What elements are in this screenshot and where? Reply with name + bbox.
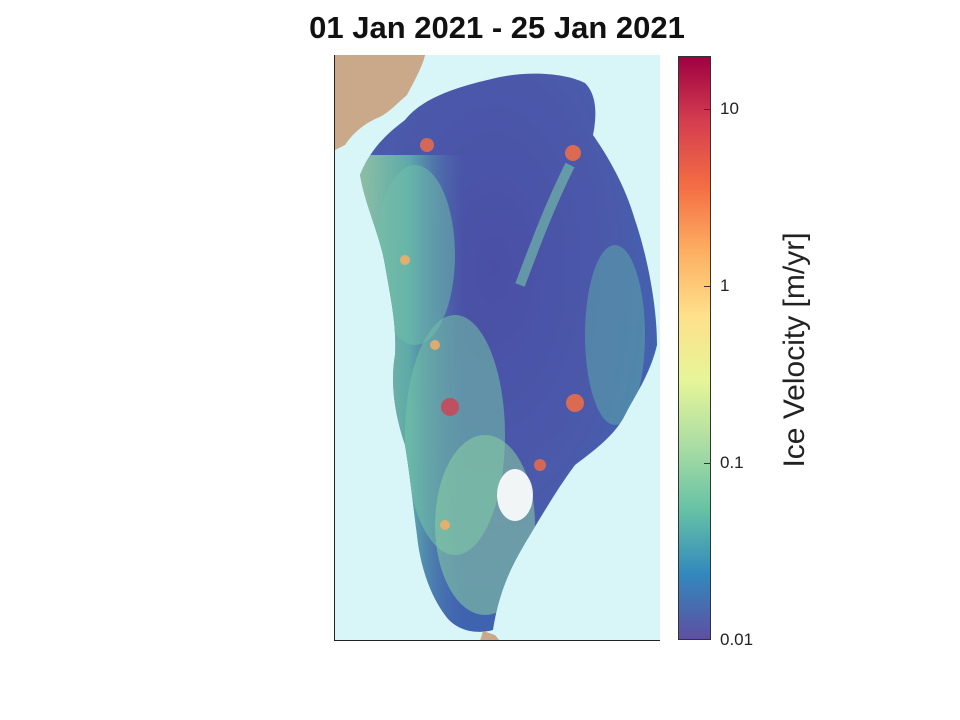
map-title: 01 Jan 2021 - 25 Jan 2021 (309, 10, 685, 45)
coastal-land-patch (497, 469, 533, 521)
colorbar-title: Ice Velocity [m/yr] (778, 232, 811, 468)
colorbar-tick (704, 286, 711, 288)
colorbar-tick-label: 0.01 (720, 630, 754, 649)
colorbar-tick-label: 10 (720, 99, 739, 119)
colorbar-tick (704, 463, 711, 465)
colorbar-tick (704, 639, 711, 640)
colorbar-tick (704, 109, 711, 111)
velocity-map-svg (335, 55, 660, 640)
velocity-map (334, 55, 660, 641)
cape-land (480, 631, 500, 640)
colorbar (678, 56, 711, 640)
colorbar-tick-label: 0.1 (720, 453, 744, 473)
colorbar-tick-label: 1 (720, 276, 730, 296)
ellesmere-land (335, 55, 425, 150)
colorbar-gradient (679, 57, 710, 639)
